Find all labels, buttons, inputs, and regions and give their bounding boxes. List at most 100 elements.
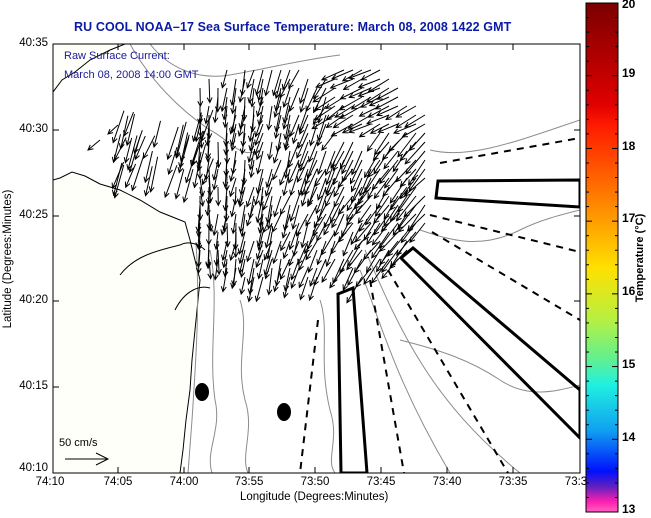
current-vector-arrow	[273, 114, 282, 140]
current-vector-arrow	[392, 150, 408, 173]
current-vector-arrow	[407, 159, 426, 186]
colorbar-tick-label: 15	[622, 357, 636, 371]
current-vector-arrow	[220, 267, 228, 293]
current-vector-arrow	[373, 204, 390, 225]
current-vector-arrow	[124, 163, 137, 189]
y-tick-label: 40:25	[19, 209, 48, 221]
current-vector-arrow	[354, 222, 372, 243]
current-vector-arrow	[231, 258, 238, 287]
current-vector-arrow	[211, 168, 219, 191]
current-vector-arrow	[339, 87, 363, 100]
current-vector-arrow	[374, 132, 390, 156]
current-vector-arrow	[331, 204, 345, 229]
current-vector-arrow	[330, 141, 345, 169]
overlay-timestamp: March 08, 2008 14:00 GMT	[64, 69, 199, 81]
current-vector-arrow	[384, 168, 399, 189]
current-vector-arrow	[291, 123, 300, 145]
current-vector-arrow	[369, 123, 390, 134]
current-vector-arrow	[255, 249, 264, 269]
x-tick-label: 74:10	[35, 476, 65, 488]
current-vector-arrow	[271, 69, 282, 97]
current-vector-arrow	[283, 132, 291, 152]
current-vector-arrow	[255, 96, 264, 118]
current-vector-arrow	[325, 159, 336, 186]
current-vector-arrow	[273, 195, 282, 218]
current-vector-arrow	[316, 150, 327, 176]
current-vector-arrow	[289, 195, 300, 223]
current-vector-arrow	[281, 213, 291, 239]
current-vector-arrow	[333, 213, 345, 238]
current-vector-arrow	[348, 69, 372, 80]
current-vector-arrow	[311, 114, 336, 130]
current-vector-arrow	[194, 114, 203, 143]
current-vector-arrow	[246, 69, 255, 89]
x-tick-label: 73:50	[300, 476, 330, 488]
current-vector-arrow	[195, 249, 202, 275]
current-vector-arrow	[395, 105, 417, 118]
current-vector-arrow	[289, 114, 300, 138]
current-vector-arrow	[350, 177, 363, 204]
current-vector-arrow	[360, 69, 381, 81]
current-vector-arrow	[324, 150, 336, 177]
current-vector-arrow	[266, 267, 273, 296]
current-vector-arrow	[290, 267, 300, 289]
current-vector-arrow	[358, 123, 381, 138]
current-vector-arrow	[212, 258, 219, 281]
current-vector-arrow	[201, 158, 214, 186]
current-vector-arrow	[272, 159, 282, 181]
current-vector-arrow	[323, 204, 336, 229]
current-vector-arrow	[264, 177, 273, 197]
current-vector-arrow	[255, 141, 264, 161]
current-vector-arrow	[237, 114, 246, 137]
current-vector-arrow	[351, 150, 363, 176]
current-vector-arrow	[363, 258, 381, 285]
current-vector-arrow	[367, 105, 390, 118]
current-vector-arrow	[239, 258, 246, 279]
restricted-zones	[336, 178, 580, 473]
current-vector-arrow	[314, 168, 327, 188]
current-vector-arrow	[315, 78, 336, 88]
current-vector-arrow	[320, 69, 345, 81]
current-vector-arrow	[399, 177, 417, 200]
current-vector-arrow	[397, 213, 417, 233]
current-vector-arrow	[229, 195, 237, 218]
current-vector-arrow	[399, 141, 417, 162]
current-vector-arrow	[371, 258, 390, 284]
current-vector-arrow	[254, 114, 264, 138]
current-vector-arrow	[374, 96, 399, 110]
current-vector-arrow	[409, 222, 426, 244]
current-vector-arrow	[379, 231, 399, 252]
current-vector-arrow	[334, 105, 354, 118]
current-vector-arrow	[392, 123, 417, 134]
current-vector-arrow	[350, 168, 363, 193]
current-vector-arrow	[366, 87, 390, 103]
current-vector-arrow	[333, 186, 345, 208]
current-vector-arrow	[404, 141, 426, 165]
current-vector-arrow	[203, 159, 210, 181]
current-vector-arrow	[274, 78, 282, 100]
x-tick-label: 73:45	[366, 476, 396, 488]
current-vector-arrow	[280, 231, 291, 252]
current-vector-arrow	[174, 169, 185, 200]
current-vector-arrow	[312, 87, 336, 103]
current-vector-arrow	[329, 78, 354, 89]
current-vector-arrow	[123, 111, 134, 137]
current-vector-arrow	[308, 123, 318, 147]
current-vector-arrow	[263, 240, 273, 261]
current-vector-arrow	[273, 96, 282, 119]
current-vector-arrow	[341, 150, 354, 175]
current-vector-arrow	[408, 132, 426, 152]
current-vector-arrow	[295, 213, 309, 237]
current-vector-arrow	[308, 141, 318, 163]
current-vector-arrow	[215, 186, 222, 207]
current-vector-arrow	[383, 204, 399, 228]
current-vector-arrow	[296, 159, 309, 183]
current-vector-arrow	[342, 267, 354, 291]
current-vector-arrow	[316, 177, 327, 201]
current-vector-arrow	[256, 258, 264, 280]
current-vector-arrow	[380, 213, 399, 232]
current-vector-arrow	[332, 114, 354, 129]
current-vector-arrow	[405, 150, 426, 175]
current-vector-arrow	[134, 135, 146, 161]
current-vector-arrow	[253, 177, 264, 206]
